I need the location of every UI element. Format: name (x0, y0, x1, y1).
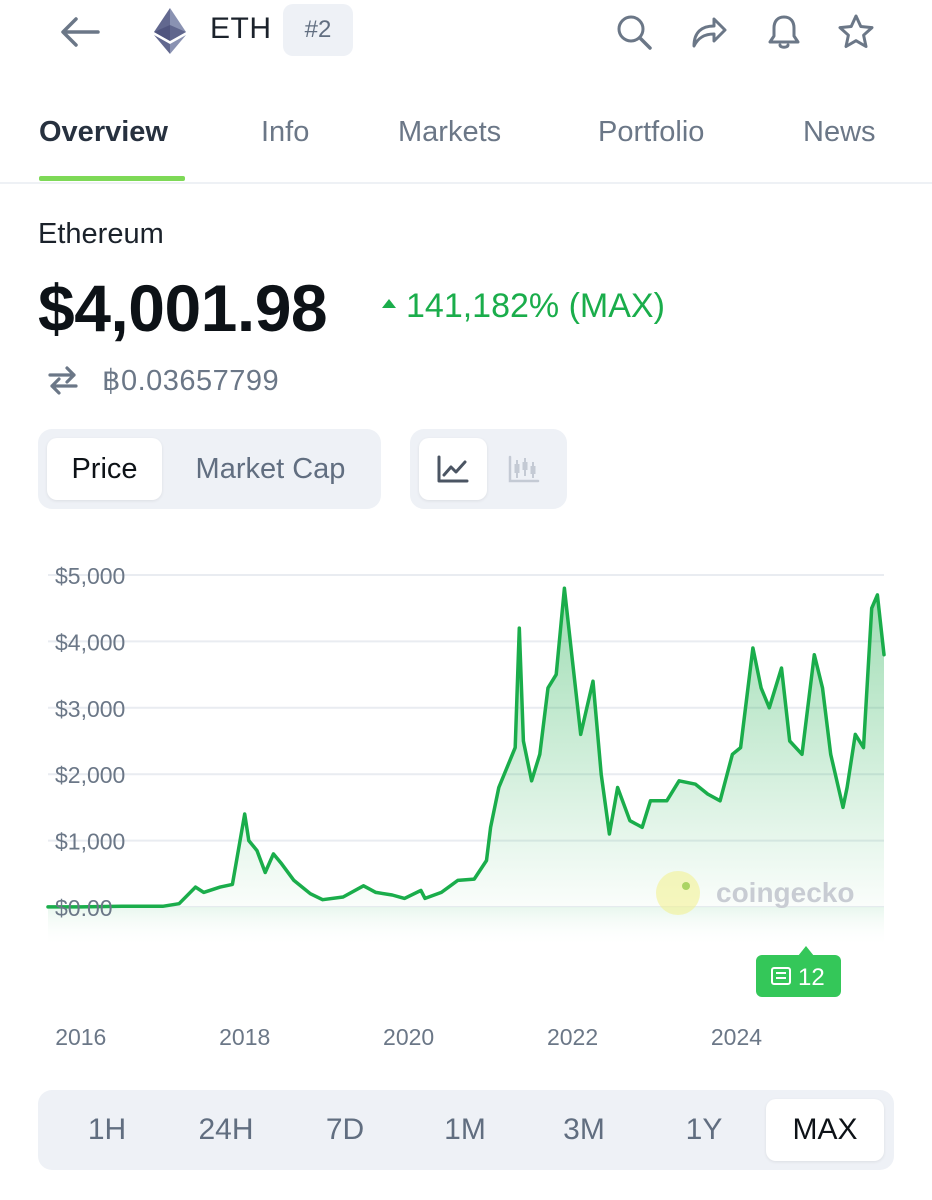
baseline-band (48, 907, 884, 947)
y-tick-label: $5,000 (55, 563, 125, 589)
coin-name: Ethereum (38, 218, 164, 250)
x-tick-label: 2020 (383, 1024, 434, 1050)
chart-style-toggle (410, 429, 567, 509)
metric-toggle: Price Market Cap (38, 429, 381, 509)
line-chart-option[interactable] (419, 438, 487, 500)
search-button[interactable] (612, 10, 656, 54)
range-1y[interactable]: 1Y (685, 1113, 723, 1146)
tab-portfolio[interactable]: Portfolio (598, 116, 705, 148)
market-cap-option[interactable]: Market Cap (195, 452, 346, 485)
coin-symbol: ETH (210, 12, 272, 45)
candlestick-icon (508, 455, 540, 483)
price-option[interactable]: Price (47, 438, 162, 500)
btc-price-row[interactable]: ฿0.03657799 (46, 360, 279, 400)
range-1h[interactable]: 1H (87, 1113, 127, 1146)
tab-markets[interactable]: Markets (398, 116, 502, 148)
news-count: 12 (798, 964, 825, 991)
ethereum-logo-icon (154, 8, 186, 54)
bell-icon (768, 15, 800, 49)
y-tick-label: $2,000 (55, 762, 125, 788)
watermark-text: coingecko (716, 877, 854, 908)
coingecko-watermark: coingecko (656, 871, 854, 915)
range-1m[interactable]: 1M (444, 1113, 486, 1146)
notifications-button[interactable] (762, 10, 806, 54)
x-tick-label: 2024 (711, 1024, 762, 1050)
btc-price: ฿0.03657799 (102, 364, 280, 397)
x-tick-label: 2018 (219, 1024, 270, 1050)
news-icon (771, 967, 791, 985)
share-button[interactable] (686, 10, 730, 54)
search-icon (617, 15, 652, 50)
time-range-selector: 1H 24H 7D 1M 3M 1Y MAX (38, 1090, 894, 1170)
active-tab-indicator (39, 176, 185, 181)
range-7d[interactable]: 7D (325, 1113, 365, 1146)
caret-up-icon (382, 299, 396, 308)
price-chart[interactable]: coingecko $5,000 $4,000 $3,000 $2,000 $1,000… (0, 540, 932, 1080)
star-icon (838, 14, 874, 48)
price-line (46, 586, 886, 909)
price-change-value: 141,182% (MAX) (406, 287, 665, 325)
y-tick-label: $0.00 (55, 895, 113, 921)
tab-news[interactable]: News (803, 116, 876, 148)
range-max[interactable]: MAX (766, 1099, 884, 1161)
swap-icon (48, 366, 78, 395)
price-area (48, 588, 884, 907)
range-24h[interactable]: 24H (198, 1113, 254, 1146)
tab-bar: Overview Info Markets Portfolio News (0, 96, 932, 184)
coingecko-logo-icon (656, 871, 700, 915)
rank-badge: #2 (283, 4, 353, 56)
y-tick-label: $4,000 (55, 629, 125, 655)
watchlist-button[interactable] (834, 10, 878, 54)
back-button[interactable] (56, 10, 104, 54)
news-badge[interactable]: 12 (756, 946, 841, 997)
y-tick-label: $1,000 (55, 829, 125, 855)
tab-info[interactable]: Info (261, 116, 310, 148)
range-3m[interactable]: 3M (563, 1113, 605, 1146)
tab-overview[interactable]: Overview (39, 116, 168, 148)
y-tick-label: $3,000 (55, 696, 125, 722)
line-chart-icon (437, 455, 469, 483)
share-icon (692, 17, 727, 48)
x-tick-label: 2016 (55, 1024, 106, 1050)
back-arrow-icon (61, 17, 100, 47)
candlestick-option[interactable] (490, 438, 558, 500)
x-tick-label: 2022 (547, 1024, 598, 1050)
current-price: $4,001.98 (38, 271, 328, 345)
price-change: 141,182% (MAX) (382, 287, 665, 326)
top-bar: ETH #2 (0, 0, 932, 70)
